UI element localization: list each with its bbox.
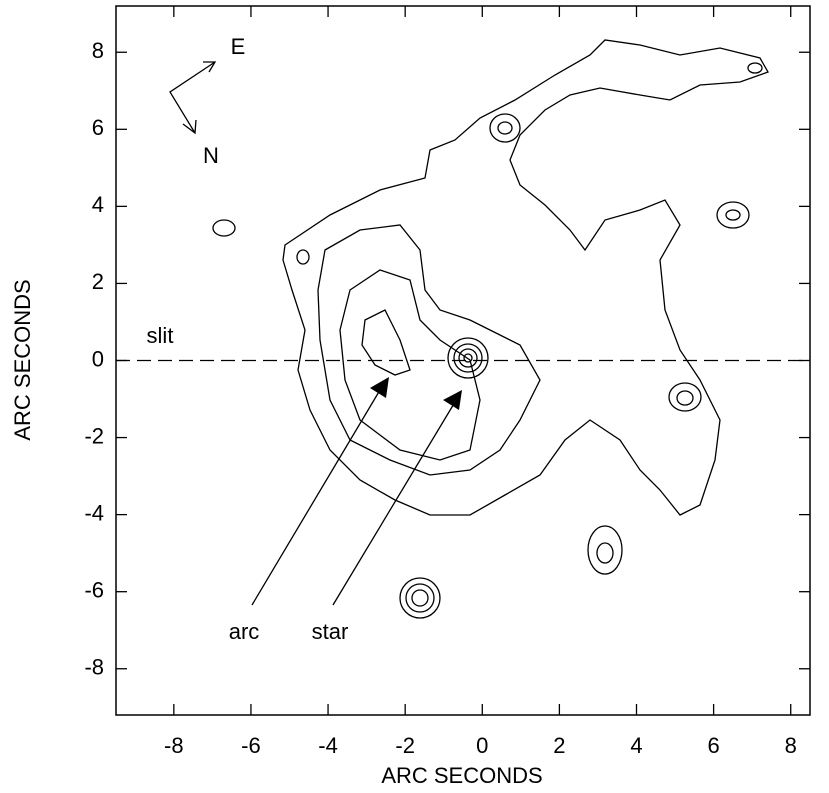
contour xyxy=(747,62,763,74)
x-tick-label: -2 xyxy=(395,733,415,758)
contour xyxy=(361,309,411,376)
x-tick-label: 2 xyxy=(553,733,565,758)
arrowhead xyxy=(182,119,197,135)
contour xyxy=(596,542,614,564)
compass xyxy=(169,61,217,135)
x-tick-label: 4 xyxy=(630,733,642,758)
contour xyxy=(212,219,236,237)
x-tick-label: -4 xyxy=(318,733,338,758)
x-axis-label: ARC SECONDS xyxy=(381,763,542,788)
contour xyxy=(317,224,541,476)
y-tick-label: 2 xyxy=(92,269,104,294)
y-tick-label: -2 xyxy=(84,423,104,448)
y-tick-label: 4 xyxy=(92,192,104,217)
x-tick-label: 6 xyxy=(707,733,719,758)
contour xyxy=(587,525,623,575)
annotation: slit xyxy=(147,323,174,348)
arrow-line xyxy=(332,401,456,606)
contour xyxy=(447,337,489,379)
y-tick-label: 8 xyxy=(92,38,104,63)
y-tick-label: 0 xyxy=(92,346,104,371)
contour xyxy=(411,589,429,607)
contour xyxy=(399,577,441,619)
contour xyxy=(458,348,478,368)
contour xyxy=(296,249,310,265)
y-axis-label: ARC SECONDS xyxy=(10,279,35,440)
pointer-arrows xyxy=(251,377,462,606)
x-tick-label: 8 xyxy=(785,733,797,758)
x-tick-label: 0 xyxy=(476,733,488,758)
contour xyxy=(339,269,481,461)
contour xyxy=(725,209,741,221)
arrowhead xyxy=(443,390,462,410)
contour xyxy=(668,382,702,412)
contour xyxy=(463,353,473,363)
contour xyxy=(489,113,521,143)
contour xyxy=(716,201,750,229)
contours xyxy=(212,39,769,619)
compass-label: E xyxy=(231,34,246,59)
y-tick-label: -8 xyxy=(84,655,104,680)
y-tick-label: -6 xyxy=(84,578,104,603)
compass-label: N xyxy=(203,143,219,168)
contour xyxy=(405,583,435,613)
arrowhead xyxy=(203,61,217,73)
x-tick-label: -8 xyxy=(164,733,184,758)
y-tick-label: 6 xyxy=(92,115,104,140)
arrow-line xyxy=(251,389,381,606)
contour xyxy=(676,390,694,406)
contour xyxy=(497,121,513,135)
annotation: star xyxy=(312,619,349,644)
annotation: arc xyxy=(229,619,260,644)
arrowhead xyxy=(370,377,389,398)
compass-arrows xyxy=(169,61,216,134)
y-tick-label: -4 xyxy=(84,500,104,525)
contour xyxy=(282,39,769,516)
contour xyxy=(453,343,483,373)
x-tick-label: -6 xyxy=(241,733,261,758)
